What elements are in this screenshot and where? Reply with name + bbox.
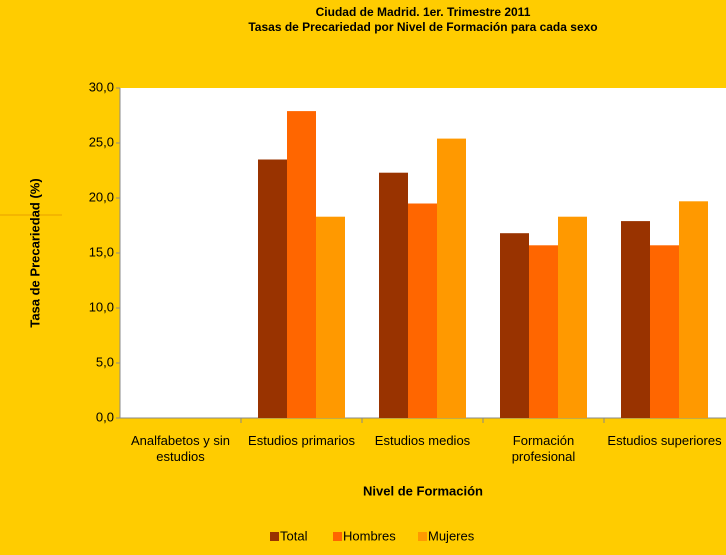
x-tick-label: Estudios superiores — [607, 433, 722, 448]
y-axis-label: Tasa de Precariedad (%) — [27, 178, 42, 327]
x-tick-label: Estudios medios — [374, 433, 471, 448]
legend-label: Total — [280, 528, 308, 543]
bar — [500, 233, 529, 418]
bar — [650, 245, 679, 418]
bar — [316, 216, 345, 418]
chart-subtitle: Tasas de Precariedad por Nivel de Formac… — [248, 20, 597, 34]
y-tick-label: 15,0 — [89, 244, 114, 259]
x-axis-label: Nivel de Formación — [363, 483, 483, 498]
bar — [529, 245, 558, 418]
legend-swatch — [418, 532, 427, 541]
legend-label: Hombres — [343, 528, 396, 543]
legend-label: Mujeres — [428, 528, 475, 543]
x-tick-label: Analfabetos y sin estudios — [130, 433, 230, 464]
bar — [437, 138, 466, 418]
y-tick-label: 30,0 — [89, 79, 114, 94]
x-tick-label: Estudios primarios — [248, 433, 355, 448]
y-tick-label: 25,0 — [89, 134, 114, 149]
y-tick-label: 20,0 — [89, 189, 114, 204]
bar — [258, 159, 287, 418]
x-tick-label: Formación profesional — [511, 433, 576, 464]
legend-swatch — [333, 532, 342, 541]
bar — [379, 172, 408, 418]
y-tick-label: 0,0 — [96, 409, 114, 424]
bar — [408, 203, 437, 418]
bar — [679, 201, 708, 418]
bar — [287, 111, 316, 418]
y-tick-label: 10,0 — [89, 299, 114, 314]
legend-swatch — [270, 532, 279, 541]
bar — [558, 216, 587, 418]
bar — [621, 221, 650, 418]
chart-title: Ciudad de Madrid. 1er. Trimestre 2011 — [316, 5, 531, 19]
y-tick-label: 5,0 — [96, 354, 114, 369]
